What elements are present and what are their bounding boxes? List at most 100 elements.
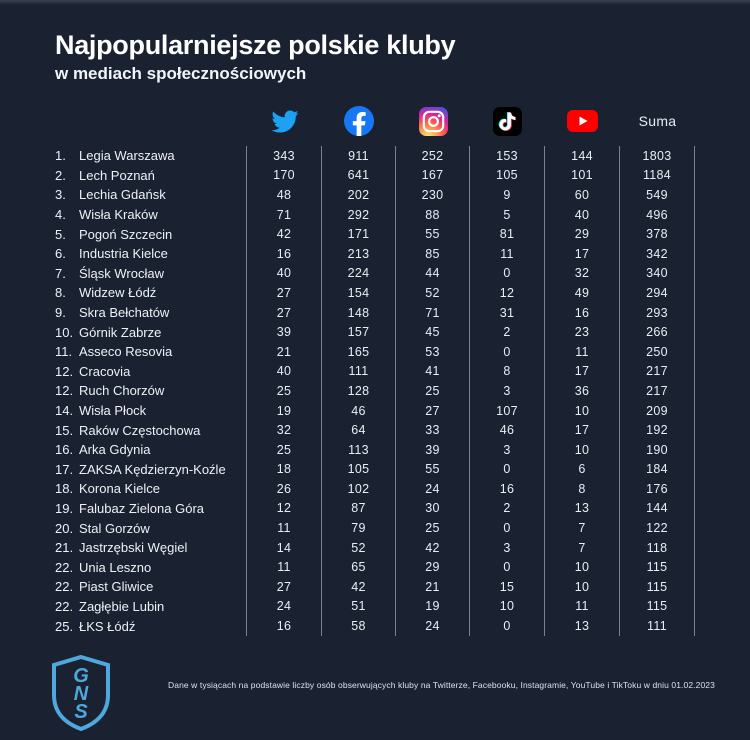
instagram-value: 52 xyxy=(396,283,470,303)
club-rank: 21. xyxy=(55,540,74,556)
table-body: 1. Legia Warszawa 343 911 252 153 144 18… xyxy=(0,146,695,636)
twitter-value: 71 xyxy=(247,204,322,225)
table-header-row: Suma xyxy=(0,100,695,142)
table-row: 22. Unia Leszno 11 65 29 0 10 115 xyxy=(0,557,695,578)
sum-value: 342 xyxy=(620,243,695,264)
facebook-value: 213 xyxy=(322,243,396,264)
tiktok-value: 3 xyxy=(470,381,545,401)
instagram-value: 41 xyxy=(396,361,470,382)
instagram-value: 167 xyxy=(396,165,470,186)
club-name: Industria Kielce xyxy=(79,246,168,262)
club-rank: 2. xyxy=(55,167,66,183)
club-name-cell: 4. Wisła Kraków xyxy=(0,204,247,225)
table-row: 15. Raków Częstochowa 32 64 33 46 17 192 xyxy=(0,420,695,440)
twitter-value: 18 xyxy=(247,459,322,480)
instagram-value: 25 xyxy=(396,518,470,538)
instagram-value: 53 xyxy=(396,341,470,362)
table-row: 12. Ruch Chorzów 25 128 25 3 36 217 xyxy=(0,381,695,401)
tiktok-value: 3 xyxy=(470,537,545,558)
youtube-value: 17 xyxy=(545,243,620,264)
youtube-value: 40 xyxy=(545,204,620,225)
table-row: 3. Lechia Gdańsk 48 202 230 9 60 549 xyxy=(0,185,695,205)
twitter-value: 21 xyxy=(247,341,322,362)
facebook-value: 79 xyxy=(322,518,396,538)
sum-value: 496 xyxy=(620,204,695,225)
sum-value: 115 xyxy=(620,596,695,617)
club-rank: 14. xyxy=(55,403,74,419)
table-row: 21. Jastrzębski Węgiel 14 52 42 3 7 118 xyxy=(0,537,695,558)
club-rank: 10. xyxy=(55,324,74,340)
logo-letter-g: G xyxy=(73,665,89,687)
tiktok-value: 153 xyxy=(470,146,545,166)
club-name-cell: 2. Lech Poznań xyxy=(0,165,247,186)
club-name-cell: 9. Skra Bełchatów xyxy=(0,302,247,323)
facebook-value: 911 xyxy=(322,146,396,166)
sum-value: 184 xyxy=(620,459,695,480)
club-name-cell: 1. Legia Warszawa xyxy=(0,146,247,166)
club-rank: 7. xyxy=(55,265,66,281)
twitter-value: 14 xyxy=(247,537,322,558)
club-name-cell: 22. Zagłębie Lubin xyxy=(0,596,247,617)
club-name-cell: 5. Pogoń Szczecin xyxy=(0,224,247,244)
twitter-value: 11 xyxy=(247,518,322,538)
facebook-value: 52 xyxy=(322,537,396,558)
facebook-value: 102 xyxy=(322,479,396,499)
facebook-value: 157 xyxy=(322,322,396,342)
sum-value: 340 xyxy=(620,263,695,284)
twitter-value: 343 xyxy=(247,146,322,166)
tiktok-value: 0 xyxy=(470,616,545,636)
tiktok-value: 0 xyxy=(470,263,545,284)
facebook-icon xyxy=(322,100,396,142)
youtube-value: 101 xyxy=(545,165,620,186)
facebook-value: 65 xyxy=(322,557,396,578)
table-row: 2. Lech Poznań 170 641 167 105 101 1184 xyxy=(0,165,695,186)
youtube-value: 10 xyxy=(545,557,620,578)
instagram-value: 21 xyxy=(396,577,470,597)
tiktok-value: 0 xyxy=(470,557,545,578)
club-name: Asseco Resovia xyxy=(79,344,173,360)
instagram-value: 33 xyxy=(396,420,470,440)
instagram-value: 30 xyxy=(396,498,470,519)
sum-column-header: Suma xyxy=(620,100,695,142)
facebook-value: 113 xyxy=(322,439,396,460)
table-row: 17. ZAKSA Kędzierzyn-Koźle 18 105 55 0 6… xyxy=(0,459,695,480)
instagram-value: 39 xyxy=(396,439,470,460)
facebook-value: 154 xyxy=(322,283,396,303)
table-row: 7. Śląsk Wrocław 40 224 44 0 32 340 xyxy=(0,263,695,284)
club-name-cell: 8. Widzew Łódź xyxy=(0,283,247,303)
youtube-value: 16 xyxy=(545,302,620,323)
youtube-value: 29 xyxy=(545,224,620,244)
tiktok-value: 15 xyxy=(470,577,545,597)
twitter-value: 48 xyxy=(247,185,322,205)
club-rank: 19. xyxy=(55,500,74,516)
facebook-value: 641 xyxy=(322,165,396,186)
facebook-value: 58 xyxy=(322,616,396,636)
youtube-value: 11 xyxy=(545,596,620,617)
youtube-value: 17 xyxy=(545,420,620,440)
youtube-value: 7 xyxy=(545,537,620,558)
sum-value: 293 xyxy=(620,302,695,323)
instagram-icon xyxy=(396,100,470,142)
club-rank: 15. xyxy=(55,422,74,438)
club-name: ŁKS Łódź xyxy=(79,618,136,634)
facebook-value: 51 xyxy=(322,596,396,617)
tiktok-value: 3 xyxy=(470,439,545,460)
club-name-cell: 12. Cracovia xyxy=(0,361,247,382)
club-name: Lechia Gdańsk xyxy=(79,187,166,203)
youtube-value: 17 xyxy=(545,361,620,382)
club-name: Arka Gdynia xyxy=(79,442,151,458)
table-row: 16. Arka Gdynia 25 113 39 3 10 190 xyxy=(0,439,695,460)
club-rank: 18. xyxy=(55,481,74,497)
tiktok-value: 2 xyxy=(470,498,545,519)
club-name: Falubaz Zielona Góra xyxy=(79,500,205,516)
club-name: Unia Leszno xyxy=(79,559,152,575)
club-name-cell: 14. Wisła Płock xyxy=(0,400,247,421)
facebook-value: 64 xyxy=(322,420,396,440)
table-row: 5. Pogoń Szczecin 42 171 55 81 29 378 xyxy=(0,224,695,244)
tiktok-value: 0 xyxy=(470,459,545,480)
twitter-value: 26 xyxy=(247,479,322,499)
club-name: Wisła Kraków xyxy=(79,207,158,223)
club-column-header xyxy=(0,100,247,142)
instagram-value: 19 xyxy=(396,596,470,617)
facebook-value: 42 xyxy=(322,577,396,597)
